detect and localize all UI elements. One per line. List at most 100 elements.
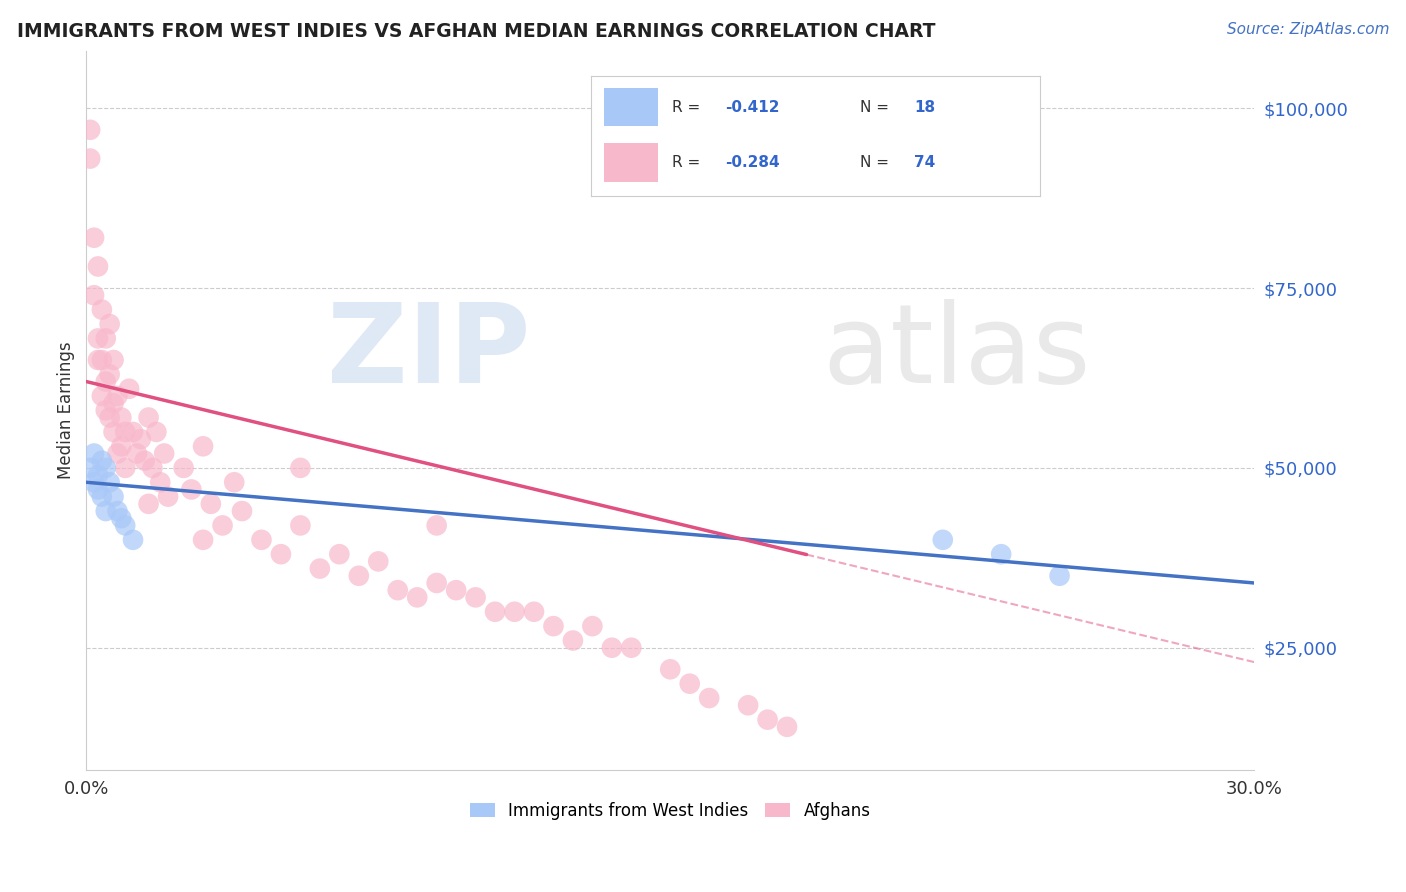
Point — [114, 461, 136, 475]
Point — [110, 439, 132, 453]
Text: IMMIGRANTS FROM WEST INDIES VS AFGHAN MEDIAN EARNINGS CORRELATION CHART: IMMIGRANTS FROM WEST INDIES VS AFGHAN ME… — [17, 22, 935, 41]
Point — [107, 446, 129, 460]
Point — [114, 425, 136, 439]
Point — [157, 490, 180, 504]
Point — [129, 432, 152, 446]
Point — [83, 288, 105, 302]
Point — [90, 490, 112, 504]
Point — [79, 152, 101, 166]
Point — [138, 410, 160, 425]
Text: N =: N = — [860, 100, 894, 115]
Point — [98, 410, 121, 425]
Point — [79, 123, 101, 137]
Point — [173, 461, 195, 475]
Point — [83, 446, 105, 460]
Point — [110, 511, 132, 525]
Point — [103, 353, 125, 368]
Text: atlas: atlas — [823, 300, 1091, 406]
Point — [659, 662, 682, 676]
Bar — [605, 144, 658, 182]
Point — [83, 475, 105, 490]
Point — [737, 698, 759, 713]
Point — [87, 331, 110, 345]
Point — [620, 640, 643, 655]
Text: Source: ZipAtlas.com: Source: ZipAtlas.com — [1226, 22, 1389, 37]
Point — [347, 568, 370, 582]
Point — [94, 403, 117, 417]
Text: ZIP: ZIP — [326, 300, 530, 406]
Point — [107, 504, 129, 518]
Point — [290, 518, 312, 533]
Point — [118, 382, 141, 396]
Point — [990, 547, 1012, 561]
Point — [1049, 568, 1071, 582]
Point — [94, 461, 117, 475]
Point — [679, 676, 702, 690]
Point — [270, 547, 292, 561]
Point — [426, 518, 449, 533]
Point — [83, 230, 105, 244]
Point — [224, 475, 246, 490]
Point — [90, 353, 112, 368]
Point — [367, 554, 389, 568]
Point — [103, 425, 125, 439]
Point — [387, 583, 409, 598]
Point — [523, 605, 546, 619]
Point — [328, 547, 350, 561]
Text: 74: 74 — [914, 155, 936, 170]
Point — [145, 425, 167, 439]
Point — [138, 497, 160, 511]
Legend: Immigrants from West Indies, Afghans: Immigrants from West Indies, Afghans — [464, 795, 877, 826]
Point — [600, 640, 623, 655]
Point — [231, 504, 253, 518]
Point — [426, 576, 449, 591]
Text: -0.284: -0.284 — [725, 155, 780, 170]
Point — [90, 302, 112, 317]
Point — [94, 331, 117, 345]
Point — [98, 368, 121, 382]
Point — [191, 533, 214, 547]
Point — [180, 483, 202, 497]
Point — [134, 453, 156, 467]
Point — [87, 468, 110, 483]
Point — [250, 533, 273, 547]
Point — [103, 396, 125, 410]
Point — [103, 490, 125, 504]
Point — [87, 353, 110, 368]
Point — [211, 518, 233, 533]
Point — [87, 483, 110, 497]
Point — [191, 439, 214, 453]
Point — [122, 425, 145, 439]
Point — [107, 389, 129, 403]
Text: R =: R = — [672, 155, 704, 170]
Y-axis label: Median Earnings: Median Earnings — [58, 342, 75, 479]
Point — [406, 591, 429, 605]
Point — [94, 375, 117, 389]
Text: R =: R = — [672, 100, 704, 115]
Point — [756, 713, 779, 727]
Point — [932, 533, 955, 547]
Point — [200, 497, 222, 511]
Point — [79, 461, 101, 475]
Point — [153, 446, 176, 460]
Point — [122, 533, 145, 547]
Text: 18: 18 — [914, 100, 935, 115]
Point — [503, 605, 526, 619]
Point — [87, 260, 110, 274]
Point — [290, 461, 312, 475]
Point — [90, 453, 112, 467]
Point — [444, 583, 467, 598]
Point — [776, 720, 799, 734]
Point — [561, 633, 583, 648]
Point — [98, 475, 121, 490]
Bar — [605, 87, 658, 127]
Point — [114, 518, 136, 533]
Point — [697, 691, 720, 706]
Point — [125, 446, 148, 460]
Point — [484, 605, 506, 619]
Point — [464, 591, 486, 605]
Point — [309, 561, 332, 575]
Point — [110, 410, 132, 425]
Point — [90, 389, 112, 403]
Point — [543, 619, 565, 633]
